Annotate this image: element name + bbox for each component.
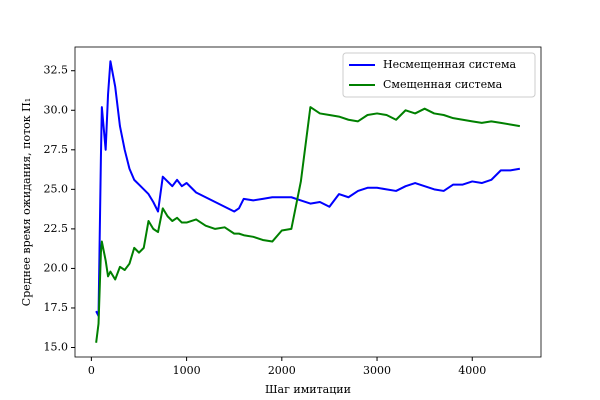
plot-frame: [74, 46, 542, 358]
x-tick-label: 1000: [173, 364, 201, 377]
x-tick-label: 0: [88, 364, 95, 377]
y-tick-label: 22.5: [44, 222, 69, 235]
y-tick-label: 32.5: [44, 64, 69, 77]
legend-label: Несмещенная система: [383, 58, 517, 71]
legend-box: [342, 52, 536, 98]
y-tick-label: 30.0: [44, 103, 69, 116]
y-tick-label: 15.0: [44, 341, 69, 354]
series-line: [95, 60, 521, 317]
x-tick-label: 3000: [363, 364, 391, 377]
x-axis-label: Шаг имитации: [265, 383, 351, 396]
y-axis-label: Среднее время ожидания, поток Π₁: [20, 98, 33, 306]
series-line: [95, 106, 521, 343]
y-tick-label: 17.5: [44, 301, 69, 314]
y-tick-label: 27.5: [44, 143, 69, 156]
y-tick-label: 20.0: [44, 261, 69, 274]
legend-label: Смещенная система: [383, 78, 503, 91]
x-tick-label: 2000: [268, 364, 296, 377]
y-tick-label: 25.0: [44, 182, 69, 195]
x-tick-label: 4000: [458, 364, 486, 377]
